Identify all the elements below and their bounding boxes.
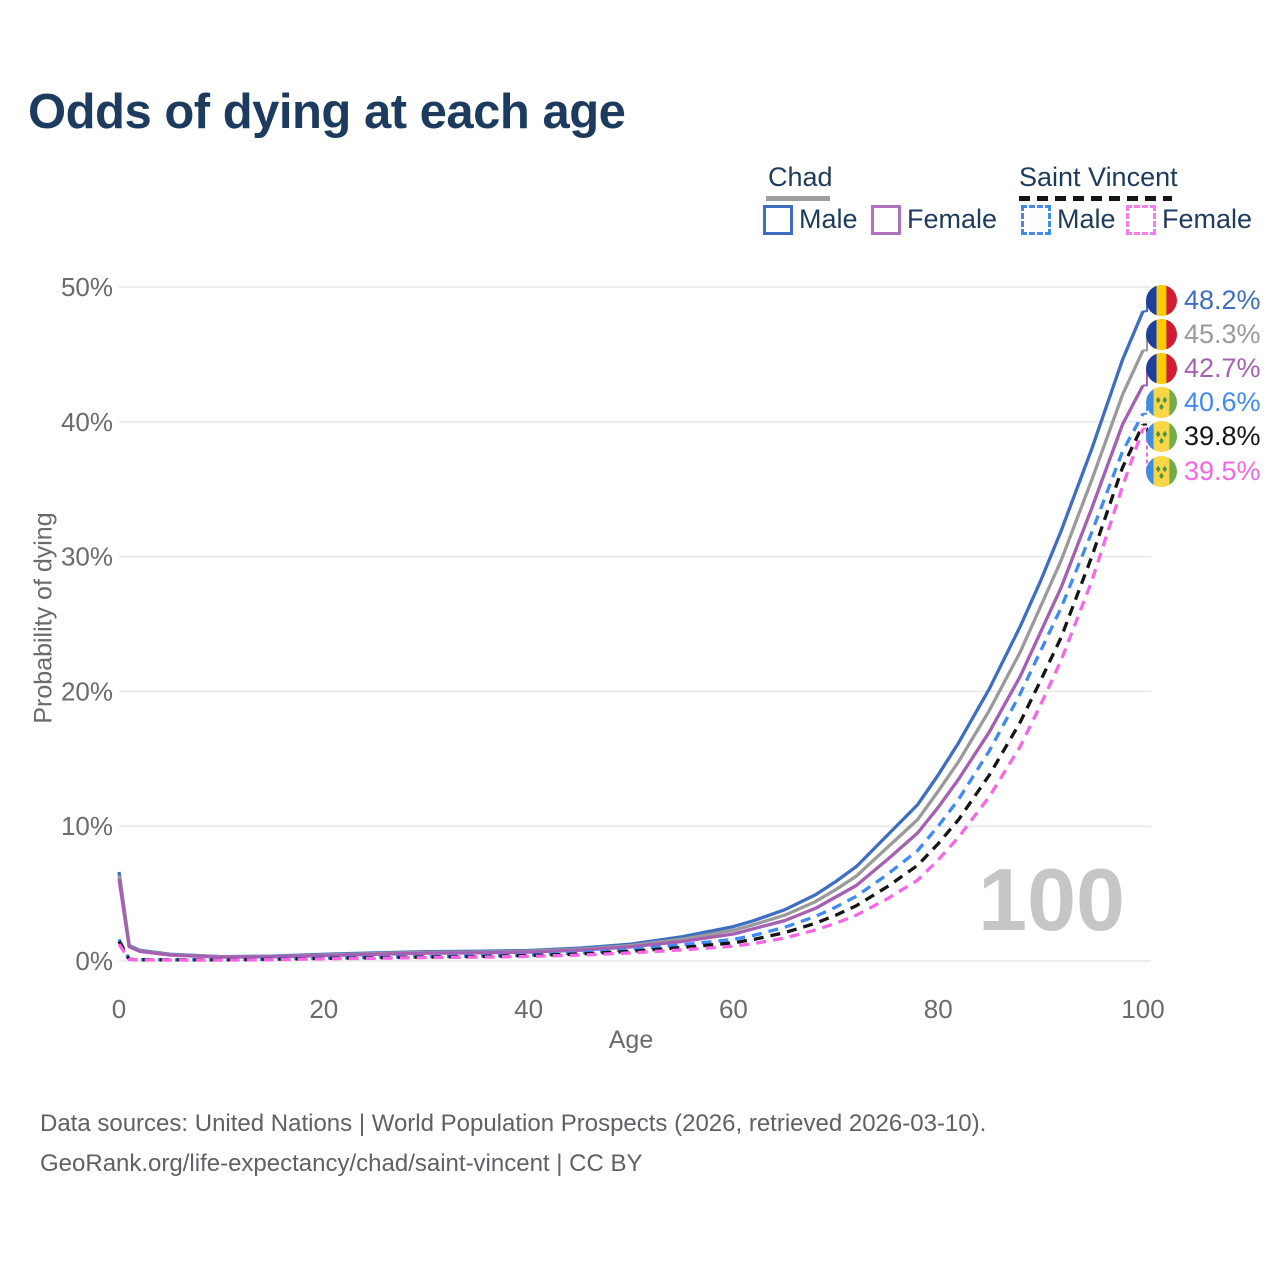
chad-flag-icon: [1146, 318, 1177, 350]
series-line-saint-vincent-male[interactable]: [117, 412, 1145, 962]
y-tick-label: 30%: [61, 542, 113, 572]
chad-flag-icon: [1146, 352, 1177, 384]
y-tick-label: 0%: [75, 946, 113, 976]
legend-label-saint-vincent-male[interactable]: Male: [1057, 204, 1116, 234]
legend-swatch-chad-female[interactable]: [871, 205, 901, 235]
saint-vincent-flag-icon: [1146, 387, 1177, 419]
attribution-line: GeoRank.org/life-expectancy/chad/saint-v…: [40, 1150, 643, 1177]
legend-group-saint-vincent[interactable]: Saint Vincent: [1019, 162, 1178, 192]
end-label-value: 39.8%: [1184, 421, 1261, 452]
x-tick-label: 80: [924, 994, 953, 1024]
legend-label-saint-vincent-female[interactable]: Female: [1162, 204, 1253, 234]
end-label-value: 40.6%: [1184, 387, 1261, 418]
source-line: Data sources: United Nations | World Pop…: [40, 1110, 987, 1137]
legend-swatch-saint-vincent-male[interactable]: [1021, 205, 1051, 235]
chad-flag-icon: [1146, 284, 1177, 316]
x-tick-label: 40: [514, 994, 543, 1024]
saint-vincent-both-sexes-line-swatch: [1019, 196, 1172, 201]
end-label-chad-female[interactable]: 42.7%: [1146, 351, 1261, 385]
end-label-connector: [1143, 401, 1153, 415]
legend-swatch-chad-male[interactable]: [763, 205, 793, 235]
x-tick-label: 20: [309, 994, 338, 1024]
saint-vincent-flag-icon: [1146, 455, 1177, 487]
end-label-chad[interactable]: 45.3%: [1146, 317, 1261, 351]
y-tick-label: 10%: [61, 811, 113, 841]
legend: Chad Male Female Saint Vincent Male Fema…: [0, 0, 1280, 250]
end-label-saint-vincent-female[interactable]: 39.5%: [1146, 454, 1261, 488]
y-tick-label: 50%: [61, 272, 113, 302]
legend-group-chad[interactable]: Chad: [768, 162, 833, 192]
x-axis-title: Age: [608, 1026, 654, 1054]
end-label-value: 48.2%: [1184, 284, 1261, 315]
saint-vincent-flag-icon: [1146, 421, 1177, 453]
legend-swatch-saint-vincent-female[interactable]: [1126, 205, 1156, 235]
chart-title: Odds of dying at each age: [28, 85, 626, 139]
chad-both-sexes-line-swatch: [766, 196, 830, 201]
end-label-value: 45.3%: [1184, 318, 1261, 349]
end-label-chad-male[interactable]: 48.2%: [1146, 283, 1261, 317]
end-label-saint-vincent-male[interactable]: 40.6%: [1146, 386, 1261, 420]
series-line-chad[interactable]: [117, 349, 1145, 959]
x-tick-label: 0: [112, 994, 126, 1024]
series-line-chad-male[interactable]: [117, 310, 1145, 959]
data-source-note: Data sources: United Nations | World Pop…: [40, 1104, 986, 1184]
end-label-connector: [1143, 423, 1153, 438]
legend-label-chad-male[interactable]: Male: [799, 204, 858, 234]
series-line-saint-vincent-female[interactable]: [117, 427, 1145, 962]
y-tick-label: 40%: [61, 407, 113, 437]
y-tick-label: 20%: [61, 676, 113, 706]
y-axis-title: Probability of dying: [29, 512, 58, 724]
x-tick-label: 60: [719, 994, 748, 1024]
end-label-value: 39.5%: [1184, 455, 1261, 486]
x-tick-label: 100: [1121, 994, 1164, 1024]
legend-label-chad-female[interactable]: Female: [907, 204, 998, 234]
end-label-saint-vincent[interactable]: 39.8%: [1146, 420, 1261, 454]
series-line-saint-vincent[interactable]: [117, 423, 1145, 962]
age-watermark: 100: [978, 850, 1125, 949]
series-line-chad-female[interactable]: [117, 384, 1145, 959]
end-label-value: 42.7%: [1184, 352, 1261, 383]
